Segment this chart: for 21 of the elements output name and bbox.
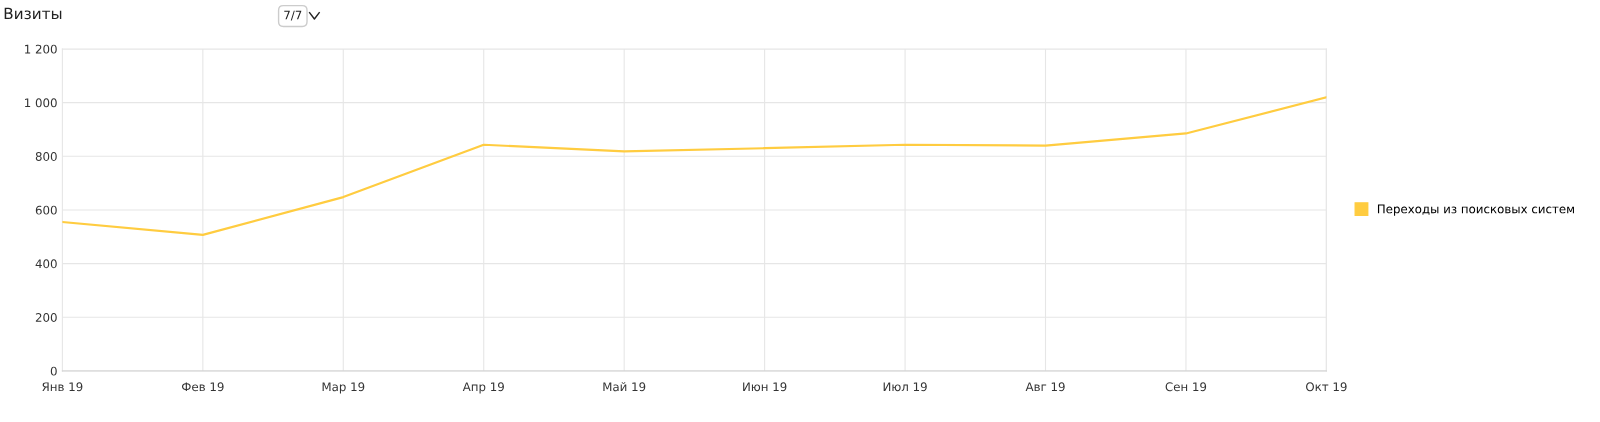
x-tick-label: Май 19: [603, 382, 646, 392]
x-tick-label: Фев 19: [181, 382, 224, 392]
x-tick-label: Окт 19: [1306, 382, 1347, 392]
x-tick-label: Янв 19: [42, 382, 83, 392]
y-tick-label: 800: [35, 152, 57, 161]
y-tick-label: 200: [35, 313, 57, 322]
legend-label: Переходы из поисковых систем: [1377, 204, 1574, 216]
y-tick-label: 600: [35, 205, 57, 215]
x-tick-label: Сен 19: [1165, 382, 1207, 392]
y-tick-label: 0: [50, 366, 57, 376]
y-tick-label: 1 000: [25, 98, 57, 108]
line-series: [62, 96, 1327, 237]
text: 7/7: [284, 10, 302, 21]
x-tick-label: Июл 19: [883, 382, 927, 392]
x-tick-label: Апр 19: [462, 382, 504, 394]
y-tick-label: 1 200: [25, 44, 57, 54]
x-tick-label: Июн 19: [743, 382, 787, 392]
x-tick-label: Мар 19: [322, 382, 365, 394]
chart-title: Визиты: [4, 7, 62, 20]
x-tick-label: Авг 19: [1025, 382, 1065, 392]
y-tick-label: 400: [35, 259, 57, 269]
